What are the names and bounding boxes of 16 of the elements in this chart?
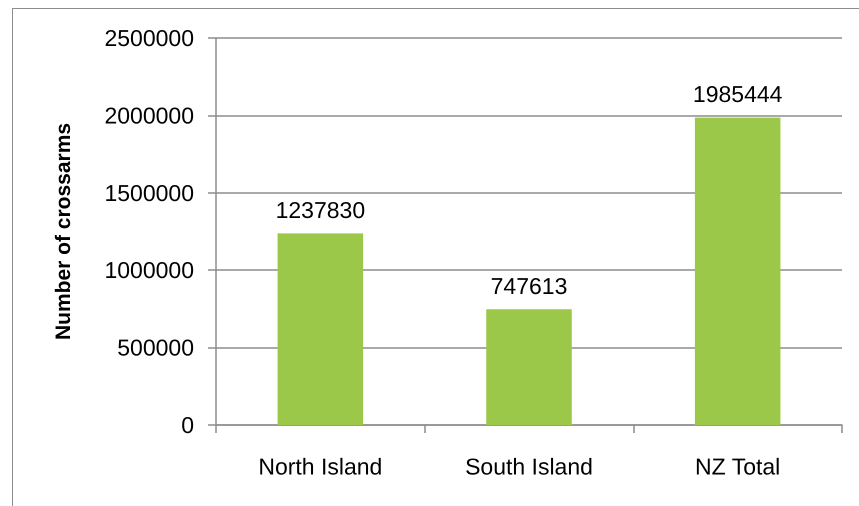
y-axis-title: Number of crossarms xyxy=(52,122,75,340)
x-tick-label: NZ Total xyxy=(695,454,780,480)
y-tick-label: 1500000 xyxy=(104,180,194,206)
y-tick-label: 2000000 xyxy=(104,102,194,128)
bar xyxy=(278,233,364,425)
data-label: 747613 xyxy=(490,272,568,299)
data-label: 1237830 xyxy=(276,196,366,223)
y-tick-label: 1000000 xyxy=(104,257,194,284)
bar xyxy=(486,309,572,425)
x-tick-label: North Island xyxy=(258,454,382,480)
y-tick-label: 500000 xyxy=(117,334,194,361)
data-label: 1985444 xyxy=(692,81,783,108)
y-tick-label: 2500000 xyxy=(104,25,194,51)
y-tick-label: 0 xyxy=(181,412,194,438)
x-tick-label: South Island xyxy=(465,454,593,480)
bar xyxy=(694,118,780,425)
